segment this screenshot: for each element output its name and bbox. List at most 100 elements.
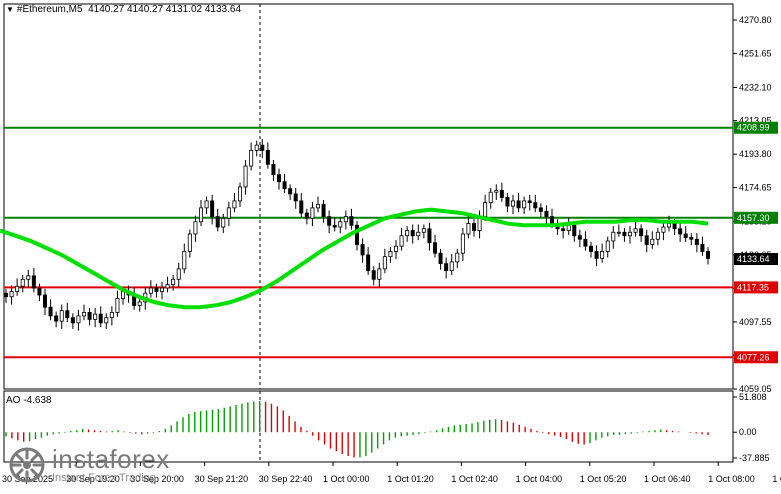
candle	[527, 194, 532, 211]
candle	[299, 193, 304, 218]
candle-body	[706, 251, 711, 259]
candle	[282, 173, 287, 194]
candle-body	[198, 207, 203, 223]
candle-body	[43, 294, 48, 308]
candle	[265, 142, 270, 169]
candle-body	[349, 216, 354, 226]
time-tick-label: 30 Sep 19:20	[66, 474, 120, 484]
candle-body	[471, 223, 476, 231]
candle-body	[694, 238, 699, 245]
candle	[611, 226, 616, 249]
candle-body	[488, 191, 493, 204]
candle-body	[561, 228, 566, 231]
candle-body	[321, 203, 326, 217]
candle	[204, 196, 209, 214]
dropdown-triangle-icon[interactable]: ▼	[6, 5, 14, 14]
candle-body	[254, 144, 259, 151]
candle	[293, 187, 298, 209]
candle	[700, 236, 705, 256]
candle	[377, 262, 382, 288]
level-price-tag	[734, 351, 778, 364]
candle	[594, 245, 599, 267]
candle-body	[338, 221, 343, 228]
candle	[460, 227, 465, 262]
candle-body	[109, 312, 114, 319]
time-tick-label: 1 Oct 08:00	[708, 474, 755, 484]
candle	[628, 226, 633, 244]
price-tick-label: 4193.80	[739, 149, 772, 159]
candle-body	[171, 278, 176, 285]
moving-average-line	[0, 207, 709, 310]
price-tick-label: 4232.10	[739, 82, 772, 92]
candle	[488, 187, 493, 209]
candle-body	[494, 190, 499, 193]
candle	[198, 200, 203, 227]
candle-body	[527, 200, 532, 204]
time-tick-label: 30 Sep 20:00	[130, 474, 184, 484]
candle	[321, 200, 326, 223]
candle	[260, 139, 265, 159]
candle	[254, 140, 259, 157]
candle-body	[455, 252, 460, 263]
candle	[165, 276, 170, 293]
candle	[176, 262, 181, 288]
candle	[633, 220, 638, 237]
candle	[622, 227, 627, 242]
ao-panel-frame	[3, 390, 734, 463]
candle-body	[243, 165, 248, 188]
candle-body	[315, 203, 320, 209]
candle-body	[282, 181, 287, 190]
candle-body	[204, 200, 209, 209]
time-tick-label: 1 Oct 02:40	[451, 474, 498, 484]
candle	[522, 196, 527, 214]
candle	[137, 297, 142, 312]
level-price-tag	[734, 211, 778, 224]
time-tick-label: 1 Oct 06:40	[644, 474, 691, 484]
candle	[70, 313, 75, 329]
candle	[589, 241, 594, 258]
candle	[455, 248, 460, 268]
candle-body	[249, 149, 254, 167]
candle-body	[9, 291, 14, 298]
candle	[510, 194, 515, 214]
candle	[505, 193, 510, 213]
candle-body	[165, 284, 170, 289]
candle-body	[15, 285, 20, 292]
candle	[533, 194, 538, 213]
candle	[538, 203, 543, 218]
candle	[159, 281, 164, 300]
candle-body	[550, 216, 555, 224]
candle	[393, 240, 398, 260]
candle-body	[48, 306, 53, 317]
candle-body	[538, 207, 543, 212]
candle	[20, 274, 25, 293]
candle-body	[667, 223, 672, 228]
candle	[655, 227, 660, 246]
candle	[366, 247, 371, 275]
price-tick-label: 4097.55	[739, 317, 772, 327]
candle-body	[310, 207, 315, 219]
candle	[249, 142, 254, 171]
candle-body	[410, 230, 415, 237]
candle-body	[265, 149, 270, 165]
candle	[661, 220, 666, 241]
candle	[689, 233, 694, 246]
time-tick-label: 30 Sep 22:40	[259, 474, 313, 484]
candle	[382, 248, 387, 274]
logo-icon	[9, 447, 45, 483]
candle-body	[26, 275, 31, 280]
time-tick-label: 1 Oct 09:20	[772, 474, 781, 484]
candle	[544, 205, 549, 225]
candle-body	[382, 256, 387, 270]
candle-body	[215, 216, 220, 228]
candle	[343, 210, 348, 230]
candle	[349, 208, 354, 230]
candle-body	[237, 186, 242, 202]
candle	[499, 182, 504, 202]
candle	[706, 247, 711, 265]
candle-body	[483, 202, 488, 217]
candle	[304, 208, 309, 225]
candle	[48, 299, 53, 321]
